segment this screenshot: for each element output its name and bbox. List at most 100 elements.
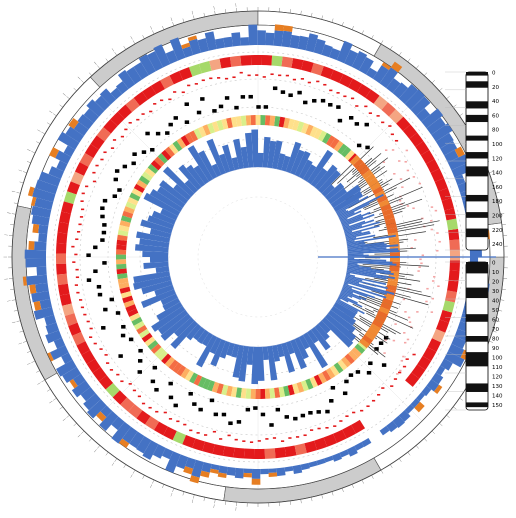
scatter-point — [99, 348, 102, 350]
scatter-point — [81, 307, 84, 309]
glyph-bar — [256, 105, 260, 109]
outer-tick — [97, 445, 100, 448]
glyph-bar — [219, 105, 223, 109]
outer-tick — [439, 423, 442, 426]
outer-tick — [17, 192, 21, 193]
scatter-point — [433, 276, 435, 278]
scatter-point — [343, 96, 346, 98]
glyph-bar — [264, 105, 268, 109]
glyph-bar — [293, 417, 297, 421]
coord-label: | — [37, 382, 41, 385]
glyph-bar — [110, 298, 114, 302]
hist-bar — [301, 463, 310, 470]
outer-tick — [225, 9, 226, 13]
scatter-point — [404, 342, 406, 344]
scatter-point — [83, 314, 86, 316]
heat-cell — [281, 57, 293, 68]
heat-cell — [116, 245, 126, 250]
scatter-point — [90, 328, 93, 330]
tick-label: 120 — [492, 156, 503, 162]
scatter-point — [197, 432, 200, 434]
scatter-point — [385, 149, 387, 151]
scatter-point — [408, 317, 410, 319]
outer-tick — [416, 445, 419, 448]
heat-cell — [233, 448, 244, 459]
outer-tick — [106, 59, 108, 62]
scatter-point — [414, 239, 416, 241]
outer-tick — [66, 96, 69, 99]
heat-cell — [116, 264, 126, 269]
heat-cell — [450, 250, 460, 261]
heat-cell — [275, 447, 286, 458]
cyto-band — [466, 336, 488, 342]
hist-bar — [218, 466, 227, 474]
glyph-bar — [349, 373, 353, 377]
hist-bar — [240, 37, 249, 46]
outer-tick — [390, 46, 392, 49]
coord-label: | — [94, 449, 98, 453]
hist-bar — [37, 267, 47, 276]
outer-tick — [362, 30, 364, 34]
scatter-point — [377, 394, 380, 396]
scatter-point — [75, 238, 78, 240]
scatter-point — [155, 411, 158, 413]
scatter-point — [270, 73, 273, 75]
coord-label: | — [12, 321, 16, 323]
coord-label: | — [4, 234, 8, 236]
scatter-point — [168, 99, 171, 101]
glyph-bar — [101, 326, 105, 330]
scatter-point — [401, 186, 403, 188]
glyph-bar — [343, 391, 347, 395]
overflow-bar — [243, 473, 252, 478]
glyph-bar — [123, 165, 127, 169]
glyph-bar — [114, 178, 118, 182]
ideogram-chr1 — [466, 72, 488, 250]
scatter-point — [182, 91, 185, 93]
coord-label: | — [130, 36, 133, 40]
scatter-point — [369, 112, 372, 114]
outer-tick — [124, 464, 126, 467]
scatter-point — [120, 380, 123, 382]
outer-tick — [460, 114, 463, 116]
outer-tick — [81, 431, 84, 434]
coord-label: | — [111, 462, 114, 466]
scatter-point — [121, 136, 124, 138]
glyph-bar — [269, 423, 273, 427]
glyph-bar — [253, 406, 257, 410]
coord-label: | — [235, 507, 237, 511]
scatter-point — [404, 311, 406, 313]
scatter-point — [93, 181, 96, 183]
scatter-point — [217, 77, 220, 79]
scatter-point — [430, 220, 432, 222]
scatter-point — [412, 207, 414, 209]
coord-label: | — [3, 256, 7, 257]
outer-tick — [162, 26, 164, 30]
hist-bar — [38, 225, 48, 234]
coord-label: | — [62, 93, 66, 97]
outer-tick — [152, 30, 154, 34]
glyph-bar — [331, 386, 335, 390]
hist-bar — [252, 469, 261, 479]
outer-tick — [453, 105, 456, 107]
outer-tick — [89, 438, 92, 441]
tick-label: 140 — [492, 171, 503, 177]
glyph-bar — [103, 308, 107, 312]
hist-bar — [274, 30, 284, 46]
glyph-bar — [174, 116, 178, 120]
glyph-bar — [174, 404, 178, 408]
heat-cell — [116, 259, 126, 264]
scatter-point — [183, 424, 186, 426]
glyph-bar — [97, 285, 101, 289]
outer-tick — [446, 96, 449, 99]
tick-label: 60 — [492, 317, 499, 323]
scatter-point — [80, 216, 83, 218]
coord-label: | — [150, 484, 153, 488]
coord-label: | — [170, 493, 173, 497]
cyto-band — [466, 352, 488, 366]
scatter-point — [153, 103, 156, 105]
glyph-bar — [168, 382, 172, 386]
hist-bar — [285, 466, 294, 472]
coord-label: | — [150, 26, 153, 30]
cyto-band — [466, 262, 488, 273]
